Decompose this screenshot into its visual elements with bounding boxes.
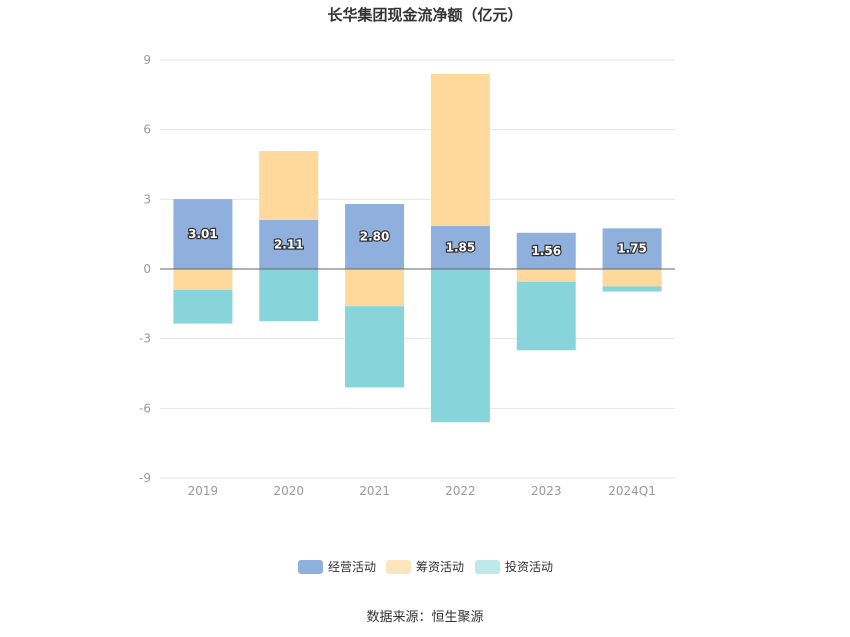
data-label: 2.11 xyxy=(274,238,304,252)
bar-经营活动-2019 xyxy=(173,199,233,269)
y-tick-label: -9 xyxy=(139,471,151,485)
bar-投资活动-2022 xyxy=(430,269,490,423)
legend-label: 筹资活动 xyxy=(416,560,464,574)
data-label: 1.56 xyxy=(531,244,561,258)
data-label: 1.85 xyxy=(446,241,476,255)
bar-经营活动-2023 xyxy=(516,232,576,269)
legend-label: 投资活动 xyxy=(505,559,553,574)
bar-筹资活动-2023 xyxy=(516,269,576,282)
legend: 经营活动 筹资活动 投资活动 xyxy=(298,559,553,574)
bar-投资活动-2024Q1 xyxy=(602,286,662,292)
chart-title: 长华集团现金流净额（亿元） xyxy=(327,6,522,24)
bar-投资活动-2021 xyxy=(345,306,405,388)
data-labels: 3.01 2.11 2.80 1.85 1.56 1.75 xyxy=(187,226,648,259)
bar-投资活动-2023 xyxy=(516,281,576,351)
y-tick-label: 3 xyxy=(143,192,151,206)
bar-投资活动-2020 xyxy=(259,269,319,322)
legend-swatch xyxy=(386,560,411,574)
legend-swatch xyxy=(475,560,500,574)
bar-筹资活动-2019 xyxy=(173,269,233,290)
legend-item-投资活动[interactable]: 投资活动 xyxy=(475,559,553,574)
legend-item-筹资活动[interactable]: 筹资活动 xyxy=(386,560,464,574)
source-note: 数据来源：恒生聚源 xyxy=(366,610,483,625)
x-tick-label: 2022 xyxy=(445,484,476,498)
bar-筹资活动-2024Q1 xyxy=(602,269,662,287)
y-tick-label: -3 xyxy=(139,332,151,346)
data-label: 3.01 xyxy=(188,227,218,241)
bar-投资活动-2019 xyxy=(173,289,233,324)
bar-筹资活动-2020 xyxy=(259,151,319,221)
bar-经营活动-2021 xyxy=(345,203,405,269)
x-tick-label: 2020 xyxy=(273,484,304,498)
x-tick-label: 2021 xyxy=(359,484,390,498)
data-label: 1.75 xyxy=(617,242,647,256)
y-tick-label: 9 xyxy=(143,53,151,67)
x-tick-label: 2024Q1 xyxy=(608,484,656,498)
y-tick-label: 6 xyxy=(143,123,151,137)
bar-筹资活动-2022 xyxy=(430,73,490,227)
legend-item-经营活动[interactable]: 经营活动 xyxy=(298,560,376,574)
x-axis: 2019 2020 2021 2022 2023 2024Q1 xyxy=(160,477,675,498)
data-label: 2.80 xyxy=(360,229,390,243)
bar-经营活动-2022 xyxy=(430,226,490,269)
bar-筹资活动-2021 xyxy=(345,269,405,307)
bar-经营活动-2020 xyxy=(259,220,319,269)
y-axis: 9 6 3 0 -3 -6 -9 xyxy=(139,53,151,485)
x-tick-label: 2023 xyxy=(531,484,562,498)
y-tick-label: -6 xyxy=(139,401,151,415)
y-tick-label: 0 xyxy=(143,262,151,276)
bars xyxy=(173,73,662,423)
bar-经营活动-2024Q1 xyxy=(602,228,662,269)
legend-swatch xyxy=(298,560,323,574)
x-tick-label: 2019 xyxy=(188,484,219,498)
legend-label: 经营活动 xyxy=(328,560,376,574)
